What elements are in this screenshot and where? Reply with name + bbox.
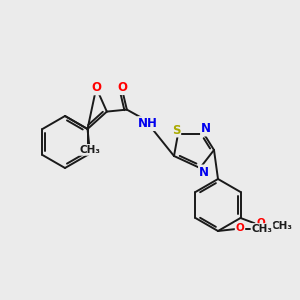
Text: S: S bbox=[172, 124, 180, 136]
Text: N: N bbox=[199, 166, 209, 178]
Text: O: O bbox=[91, 81, 101, 94]
Text: NH: NH bbox=[138, 117, 158, 130]
Text: O: O bbox=[118, 81, 128, 94]
Text: O: O bbox=[256, 218, 265, 228]
Text: CH₃: CH₃ bbox=[271, 221, 292, 231]
Text: N: N bbox=[201, 122, 211, 136]
Text: CH₃: CH₃ bbox=[79, 145, 100, 155]
Text: CH₃: CH₃ bbox=[251, 224, 272, 234]
Text: O: O bbox=[236, 223, 244, 233]
